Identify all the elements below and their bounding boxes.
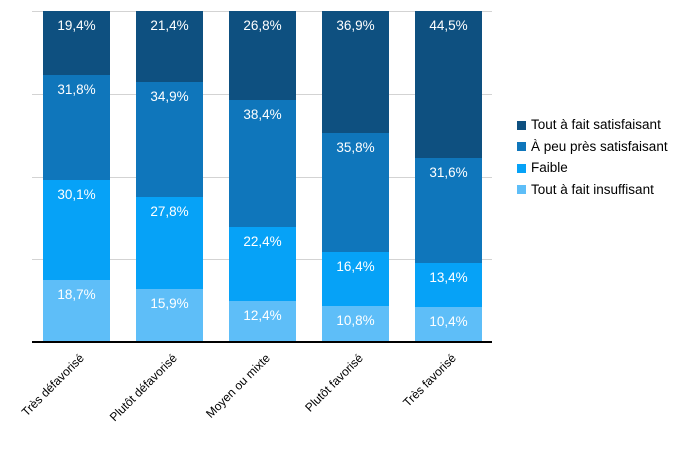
bar-4-segment-1: 31,6% xyxy=(415,158,482,263)
bar-1-segment-1: 34,9% xyxy=(136,81,203,198)
bar-2-segment-1: 38,4% xyxy=(229,99,296,227)
segment-value-label: 12,4% xyxy=(243,307,282,323)
segment-value-label: 10,8% xyxy=(336,312,375,328)
x-axis-label-0: Très défavorisé xyxy=(18,351,87,420)
bar-1-segment-3: 15,9% xyxy=(136,289,203,342)
x-axis-label-2: Moyen ou mixte xyxy=(202,351,273,421)
bar-0-segment-2: 30,1% xyxy=(43,180,110,281)
bar-3-segment-0: 36,9% xyxy=(322,11,389,134)
bar-1: 21,4% 34,9% 27,8% 15,9% xyxy=(136,11,203,342)
plot-area: 19,4% 31,8% 30,1% 18,7% 21,4% 34,9% 27,8% 15,9%… xyxy=(32,11,492,343)
x-axis-label-3: Plutôt favorisé xyxy=(301,351,366,415)
bar-3-segment-3: 10,8% xyxy=(322,305,389,342)
bar-4: 44,5% 31,6% 13,4% 10,4% xyxy=(415,11,482,342)
segment-value-label: 18,7% xyxy=(57,287,96,303)
legend-label: À peu près satisfaisant xyxy=(531,138,668,154)
segment-value-label: 35,8% xyxy=(336,140,375,156)
bar-2-segment-2: 22,4% xyxy=(229,226,296,301)
legend: Tout à fait satisfaisant À peu près satis… xyxy=(517,117,668,198)
legend-swatch-icon xyxy=(517,185,526,195)
segment-value-label: 30,1% xyxy=(57,187,96,203)
bar-3: 36,9% 35,8% 16,4% 10,8% xyxy=(322,11,389,342)
segment-value-label: 38,4% xyxy=(243,106,282,122)
segment-value-label: 36,9% xyxy=(336,18,375,33)
segment-value-label: 19,4% xyxy=(57,18,96,33)
segment-value-label: 13,4% xyxy=(429,269,468,285)
segment-value-label: 16,4% xyxy=(336,258,375,274)
legend-swatch-icon xyxy=(517,163,526,173)
segment-value-label: 34,9% xyxy=(150,88,189,104)
legend-item-3: Tout à fait insuffisant xyxy=(517,181,668,198)
bar-1-segment-2: 27,8% xyxy=(136,197,203,290)
segment-value-label: 44,5% xyxy=(429,18,468,33)
legend-label: Faible xyxy=(531,160,568,175)
legend-item-0: Tout à fait satisfaisant xyxy=(517,117,668,133)
segment-value-label: 22,4% xyxy=(243,233,282,249)
x-axis-label-1: Plutôt défavorisé xyxy=(106,351,180,425)
legend-label: Tout à fait satisfaisant xyxy=(531,117,661,132)
bar-0-segment-1: 31,8% xyxy=(43,75,110,181)
legend-item-1: À peu près satisfaisant xyxy=(517,138,668,155)
x-axis-label-4: Très favorisé xyxy=(399,351,459,410)
bar-2-segment-0: 26,8% xyxy=(229,11,296,100)
legend-label: Tout à fait insuffisant xyxy=(531,181,654,197)
legend-item-2: Faible xyxy=(517,160,668,176)
segment-value-label: 21,4% xyxy=(150,18,189,33)
segment-value-label: 31,8% xyxy=(57,82,96,98)
segment-value-label: 15,9% xyxy=(150,296,189,312)
bar-2: 26,8% 38,4% 22,4% 12,4% xyxy=(229,11,296,342)
legend-swatch-icon xyxy=(517,142,526,152)
segment-value-label: 26,8% xyxy=(243,18,282,33)
bar-0-segment-3: 18,7% xyxy=(43,280,110,342)
segment-value-label: 27,8% xyxy=(150,204,189,220)
bar-0: 19,4% 31,8% 30,1% 18,7% xyxy=(43,11,110,342)
segment-value-label: 10,4% xyxy=(429,314,468,330)
x-axis-line xyxy=(32,341,492,343)
bar-2-segment-3: 12,4% xyxy=(229,300,296,342)
bar-4-segment-0: 44,5% xyxy=(415,11,482,159)
segment-value-label: 31,6% xyxy=(429,165,468,181)
bar-0-segment-0: 19,4% xyxy=(43,11,110,76)
bar-1-segment-0: 21,4% xyxy=(136,11,203,82)
bar-3-segment-1: 35,8% xyxy=(322,133,389,252)
bar-4-segment-2: 13,4% xyxy=(415,262,482,308)
bar-4-segment-3: 10,4% xyxy=(415,307,482,342)
legend-swatch-icon xyxy=(517,120,526,130)
bar-3-segment-2: 16,4% xyxy=(322,251,389,306)
